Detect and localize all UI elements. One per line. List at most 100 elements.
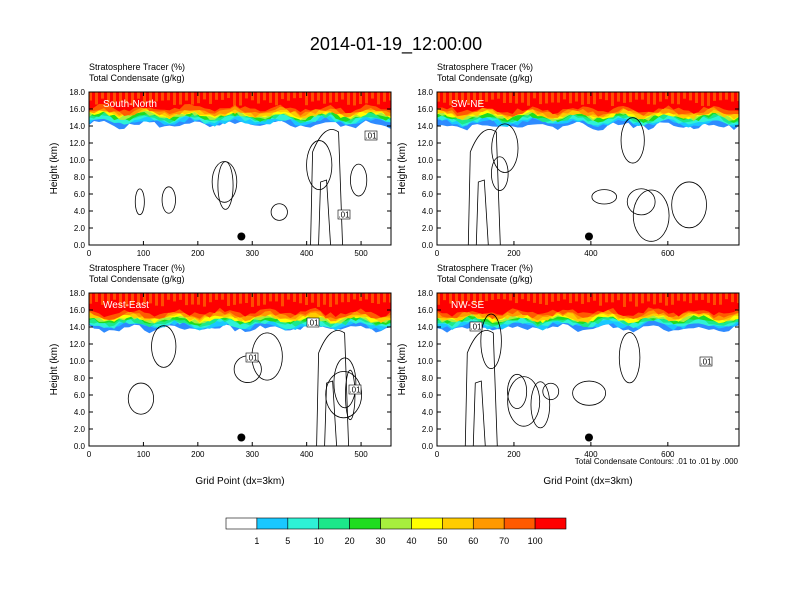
tracer-texture — [257, 92, 260, 104]
y-axis-label: Height (km) — [49, 344, 60, 396]
contour-column — [467, 129, 501, 245]
tracer-texture — [167, 293, 170, 300]
tracer-texture — [311, 92, 314, 102]
tracer-texture — [185, 92, 188, 101]
y-tick-label: 2.0 — [74, 425, 86, 434]
y-tick-label: 2.0 — [422, 224, 434, 233]
y-tick-label: 8.0 — [422, 374, 434, 383]
y-tick-label: 14.0 — [417, 122, 433, 131]
tracer-texture — [191, 92, 194, 105]
tracer-texture — [533, 293, 536, 303]
y-tick-label: 8.0 — [74, 374, 86, 383]
tracer-texture — [653, 293, 656, 305]
tracer-texture — [587, 92, 590, 105]
x-tick-label: 200 — [191, 450, 205, 459]
contour-cell — [626, 188, 656, 216]
y-tick-label: 18.0 — [417, 88, 433, 97]
tracer-band — [89, 293, 391, 318]
tracer-texture — [143, 293, 146, 305]
tracer-texture — [545, 293, 548, 305]
tracer-texture — [671, 293, 674, 305]
tracer-texture — [311, 293, 314, 303]
tracer-texture — [173, 92, 176, 105]
tracer-texture — [551, 293, 554, 302]
tracer-texture — [323, 92, 326, 104]
y-tick-label: 16.0 — [69, 306, 85, 315]
tracer-texture — [245, 293, 248, 303]
x-tick-label: 300 — [246, 249, 260, 258]
tracer-texture — [203, 293, 206, 307]
tracer-texture — [707, 293, 710, 303]
tracer-texture — [149, 293, 152, 304]
panel-label: SW-NE — [451, 99, 484, 110]
tracer-texture — [143, 92, 146, 104]
tracer-texture — [515, 293, 518, 304]
contour-cell — [542, 382, 560, 401]
y-tick-label: 0.0 — [74, 241, 86, 250]
contour-label: .01 — [349, 386, 361, 395]
tracer-texture — [695, 293, 698, 301]
tracer-texture — [293, 92, 296, 99]
location-marker — [237, 433, 246, 442]
y-tick-label: 0.0 — [422, 241, 434, 250]
colorbar-cell — [256, 517, 289, 530]
tracer-texture — [569, 293, 572, 304]
colorbar-cell — [287, 517, 320, 530]
contour-column-inner — [318, 179, 331, 245]
tracer-texture — [665, 92, 668, 100]
y-tick-label: 14.0 — [69, 323, 85, 332]
panel-frame — [88, 292, 392, 447]
y-axis-label: Height (km) — [49, 143, 60, 195]
colorbar: 1 5 10 20 30 40 50 60 70 100 — [225, 517, 567, 546]
tracer-texture — [659, 293, 662, 303]
contour-label-box — [364, 130, 378, 141]
tracer-texture — [599, 92, 602, 100]
panel-label: NW-SE — [451, 300, 484, 311]
tracer-texture — [209, 293, 212, 303]
tracer-texture — [605, 293, 608, 303]
tracer-texture — [635, 92, 638, 100]
tracer-texture — [641, 92, 644, 100]
contour-cell — [345, 369, 356, 421]
tracer-band — [437, 293, 739, 317]
colorbar-label: 30 — [376, 536, 386, 546]
tracer-texture — [95, 293, 98, 302]
contour-note: Total Condensate Contours: .01 to .01 by… — [575, 457, 739, 466]
tracer-texture — [323, 293, 326, 305]
x-tick-label: 100 — [137, 249, 151, 258]
colorbar-label: 20 — [345, 536, 355, 546]
colorbar-cell — [442, 517, 474, 530]
contour-cell — [333, 357, 357, 409]
panel-subtitle-condensate: Total Condensate (g/kg) — [89, 274, 185, 284]
y-tick-label: 8.0 — [74, 173, 86, 182]
contour-cell — [632, 189, 670, 242]
tracer-texture — [485, 293, 488, 301]
contour-cell — [480, 313, 502, 369]
panel-plot-area: SW-NE — [437, 92, 739, 245]
y-tick-label: 16.0 — [417, 105, 433, 114]
colorbar-label: 60 — [468, 536, 478, 546]
tracer-texture — [119, 92, 122, 102]
contour-cell — [306, 140, 333, 191]
tracer-texture — [209, 92, 212, 104]
tracer-texture — [497, 293, 500, 300]
tracer-texture — [449, 92, 452, 106]
tracer-texture — [251, 92, 254, 101]
tracer-texture — [497, 92, 500, 99]
contour-cell — [151, 325, 177, 368]
y-axis-label: Height (km) — [397, 344, 408, 396]
colorbar-label: 50 — [437, 536, 447, 546]
tracer-texture — [305, 92, 308, 106]
panel-sw-ne: Stratosphere Tracer (%)Total Condensate … — [397, 62, 740, 258]
location-marker — [237, 232, 246, 241]
tracer-texture — [575, 293, 578, 302]
tracer-texture — [581, 293, 584, 304]
tracer-texture — [383, 293, 386, 303]
y-tick-label: 18.0 — [417, 289, 433, 298]
condensate-contours — [134, 129, 368, 245]
tracer-texture — [101, 92, 104, 99]
tracer-texture — [545, 92, 548, 104]
panel-subtitle-condensate: Total Condensate (g/kg) — [437, 73, 533, 83]
tracer-texture — [245, 92, 248, 99]
tracer-texture — [179, 92, 182, 105]
